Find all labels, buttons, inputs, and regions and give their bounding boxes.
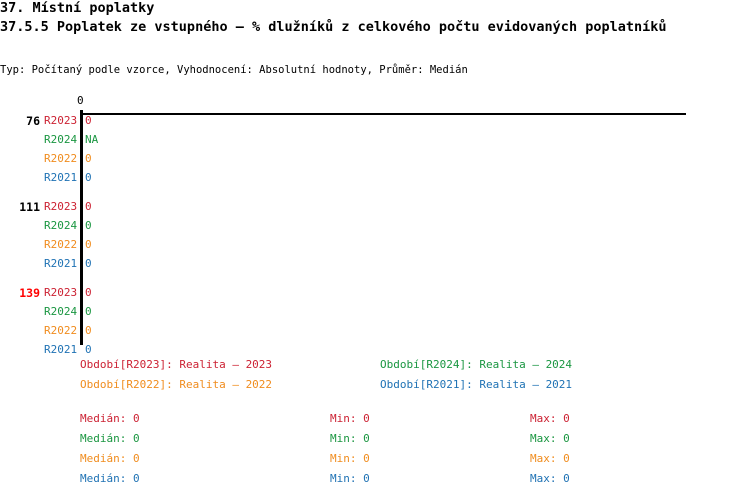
chart-meta-line: Typ: Počítaný podle vzorce, Vyhodnocení:…: [0, 64, 468, 76]
series-value: 0: [85, 238, 92, 251]
chart-row: R2022 0: [0, 324, 750, 338]
series-value: 0: [85, 257, 92, 270]
chart-row: 139 R2023 0: [0, 286, 750, 300]
series-label: R2022: [44, 152, 78, 165]
series-label: R2021: [44, 171, 78, 184]
series-label: R2024: [44, 219, 78, 232]
series-label: R2022: [44, 324, 78, 337]
series-label: R2023: [44, 200, 78, 213]
chart-legend: Období[R2023]: Realita – 2023 Období[R202…: [0, 358, 750, 400]
chart-row: 111 R2023 0: [0, 200, 750, 214]
stat-median: Medián: 0: [80, 452, 140, 465]
stat-row: Medián: 0 Min: 0 Max: 0: [0, 432, 750, 446]
series-value: NA: [85, 133, 99, 146]
stat-max: Max: 0: [530, 472, 570, 485]
series-value: 0: [85, 219, 92, 232]
stat-min: Min: 0: [330, 452, 370, 465]
stat-median: Medián: 0: [80, 472, 140, 485]
legend-item[interactable]: Období[R2023]: Realita – 2023: [80, 358, 273, 371]
y-axis-line: [80, 110, 83, 345]
chart-summary-stats: Medián: 0 Min: 0 Max: 0 Medián: 0 Min: 0 Max:…: [0, 412, 750, 498]
series-label: R2021: [44, 257, 78, 270]
chart-row: R2024 0: [0, 305, 750, 319]
stat-max: Max: 0: [530, 452, 570, 465]
chart-row: 76 R2023 0: [0, 114, 750, 128]
series-label: R2023: [44, 114, 78, 127]
series-value: 0: [85, 286, 92, 299]
series-value: 0: [85, 305, 92, 318]
group-id-label: 76: [26, 114, 40, 128]
stat-row: Medián: 0 Min: 0 Max: 0: [0, 472, 750, 486]
chart-row: R2024 NA: [0, 133, 750, 147]
chart-row: R2024 0: [0, 219, 750, 233]
stat-median: Medián: 0: [80, 412, 140, 425]
x-axis-line: [81, 113, 686, 115]
stat-median: Medián: 0: [80, 432, 140, 445]
stat-max: Max: 0: [530, 432, 570, 445]
series-label: R2021: [44, 343, 78, 356]
chart-plot-area: 0 76 R2023 0 R2024 NA R2022 0 R2021 0 111 R2023 0 R2…: [0, 88, 750, 356]
stat-row: Medián: 0 Min: 0 Max: 0: [0, 412, 750, 426]
series-label: R2023: [44, 286, 78, 299]
group-id-label: 139: [19, 286, 40, 300]
chart-row: R2021 0: [0, 171, 750, 185]
legend-item[interactable]: Období[R2024]: Realita – 2024: [380, 358, 573, 371]
series-value: 0: [85, 152, 92, 165]
series-label: R2024: [44, 133, 78, 146]
chart-title: 37.5.5 Poplatek ze vstupného – % dlužník…: [0, 19, 667, 35]
series-value: 0: [85, 343, 92, 356]
chart-row: R2022 0: [0, 152, 750, 166]
stat-min: Min: 0: [330, 472, 370, 485]
series-label: R2024: [44, 305, 78, 318]
chart-row: R2021 0: [0, 343, 750, 357]
series-value: 0: [85, 114, 92, 127]
series-value: 0: [85, 171, 92, 184]
chart-row: R2022 0: [0, 238, 750, 252]
legend-item[interactable]: Období[R2022]: Realita – 2022: [80, 378, 273, 391]
legend-item[interactable]: Období[R2021]: Realita – 2021: [380, 378, 573, 391]
stat-min: Min: 0: [330, 412, 370, 425]
group-id-label: 111: [19, 200, 40, 214]
page-title: 37. Místní poplatky: [0, 0, 155, 16]
chart-row: R2021 0: [0, 257, 750, 271]
x-axis-tick-0: 0: [77, 94, 84, 107]
series-value: 0: [85, 324, 92, 337]
series-value: 0: [85, 200, 92, 213]
stat-min: Min: 0: [330, 432, 370, 445]
stat-max: Max: 0: [530, 412, 570, 425]
series-label: R2022: [44, 238, 78, 251]
stat-row: Medián: 0 Min: 0 Max: 0: [0, 452, 750, 466]
